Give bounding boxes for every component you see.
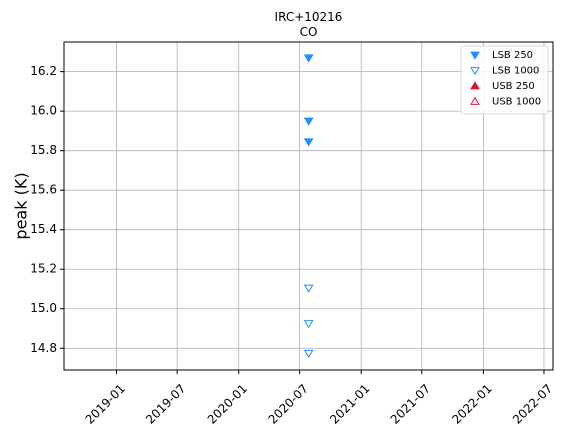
- y-axis: 14.8 15.0 15.2 15.4 15.6 15.8 16.0 16.2: [30, 64, 64, 355]
- y-tick-label: 15.2: [30, 262, 57, 276]
- x-tick-label: 2022-07: [510, 381, 555, 426]
- legend-label: LSB 250: [492, 50, 533, 61]
- data-point: [303, 284, 314, 293]
- x-tick-label: 2019-07: [143, 381, 188, 426]
- y-tick-label: 15.6: [30, 183, 57, 197]
- chart-title-line-1: IRC+10216: [275, 10, 343, 24]
- legend-label: USB 250: [492, 81, 535, 92]
- y-tick-label: 16.2: [30, 64, 57, 78]
- legend-box: [460, 45, 549, 115]
- data-points: [303, 54, 314, 358]
- y-axis-label: peak (K): [12, 172, 31, 239]
- data-point: [303, 320, 314, 329]
- data-point: [303, 349, 314, 358]
- y-tick-label: 14.8: [30, 341, 57, 355]
- x-axis: 2019-01 2019-07 2020-01 2020-07 2021-01 2021-…: [83, 370, 555, 427]
- x-tick-label: 2020-01: [205, 381, 250, 426]
- y-tick-label: 15.0: [30, 301, 57, 315]
- data-point: [303, 54, 314, 63]
- y-tick-label: 15.4: [30, 222, 57, 236]
- legend-label: USB 1000: [492, 97, 541, 108]
- plot-frame: [63, 41, 554, 371]
- y-tick-label: 16.0: [30, 104, 57, 118]
- legend-label: LSB 1000: [492, 66, 539, 77]
- x-tick-label: 2019-01: [83, 381, 128, 426]
- legend-marker: [470, 67, 480, 76]
- legend-marker: [470, 81, 480, 90]
- x-tick-label: 2022-01: [449, 381, 494, 426]
- chart-title-line-2: CO: [300, 25, 318, 39]
- x-tick-label: 2020-07: [266, 381, 311, 426]
- y-tick-label: 15.8: [30, 143, 57, 157]
- grid: [64, 42, 553, 370]
- legend-marker: [470, 51, 480, 60]
- legend: LSB 250 LSB 1000 USB 250 USB 1000: [460, 45, 549, 115]
- data-point: [303, 117, 314, 126]
- legend-marker: [470, 96, 480, 105]
- x-tick-label: 2021-07: [388, 381, 433, 426]
- data-point: [303, 138, 314, 147]
- x-tick-label: 2021-01: [327, 381, 372, 426]
